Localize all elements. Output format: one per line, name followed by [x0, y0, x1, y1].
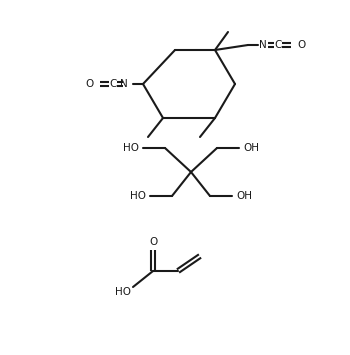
- Text: O: O: [86, 79, 94, 89]
- Text: O: O: [297, 40, 305, 50]
- Text: HO: HO: [115, 287, 131, 297]
- Text: N: N: [120, 79, 128, 89]
- Text: HO: HO: [130, 191, 146, 201]
- Text: C: C: [109, 79, 117, 89]
- Text: OH: OH: [236, 191, 252, 201]
- Text: O: O: [149, 237, 157, 247]
- Text: OH: OH: [243, 143, 259, 153]
- Text: N: N: [259, 40, 267, 50]
- Text: C: C: [274, 40, 282, 50]
- Text: HO: HO: [123, 143, 139, 153]
